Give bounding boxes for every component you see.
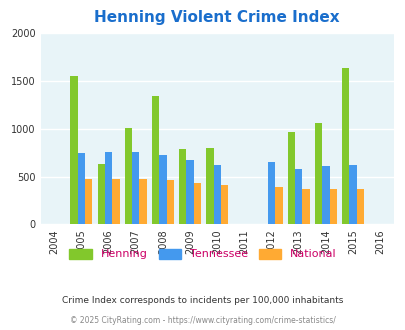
- Bar: [77, 152, 85, 224]
- Bar: [356, 188, 363, 224]
- Text: Crime Index corresponds to incidents per 100,000 inhabitants: Crime Index corresponds to incidents per…: [62, 296, 343, 305]
- Bar: [341, 68, 349, 224]
- Bar: [220, 185, 228, 224]
- Bar: [349, 165, 356, 224]
- Bar: [275, 187, 282, 224]
- Bar: [267, 162, 275, 224]
- Text: © 2025 CityRating.com - https://www.cityrating.com/crime-statistics/: © 2025 CityRating.com - https://www.city…: [70, 315, 335, 325]
- Bar: [97, 164, 104, 224]
- Bar: [85, 180, 92, 224]
- Bar: [287, 132, 294, 224]
- Bar: [186, 160, 193, 224]
- Bar: [132, 152, 139, 224]
- Bar: [139, 180, 146, 224]
- Bar: [166, 180, 173, 224]
- Bar: [294, 169, 302, 224]
- Bar: [159, 155, 166, 224]
- Bar: [314, 123, 322, 224]
- Bar: [213, 165, 220, 224]
- Bar: [302, 189, 309, 224]
- Bar: [104, 152, 112, 224]
- Bar: [322, 166, 329, 224]
- Bar: [70, 76, 77, 224]
- Bar: [206, 148, 213, 224]
- Bar: [329, 189, 336, 224]
- Legend: Henning, Tennessee, National: Henning, Tennessee, National: [64, 243, 341, 265]
- Bar: [124, 128, 132, 224]
- Bar: [151, 96, 159, 224]
- Title: Henning Violent Crime Index: Henning Violent Crime Index: [94, 10, 339, 25]
- Bar: [193, 183, 200, 224]
- Bar: [112, 179, 119, 224]
- Bar: [179, 149, 186, 224]
